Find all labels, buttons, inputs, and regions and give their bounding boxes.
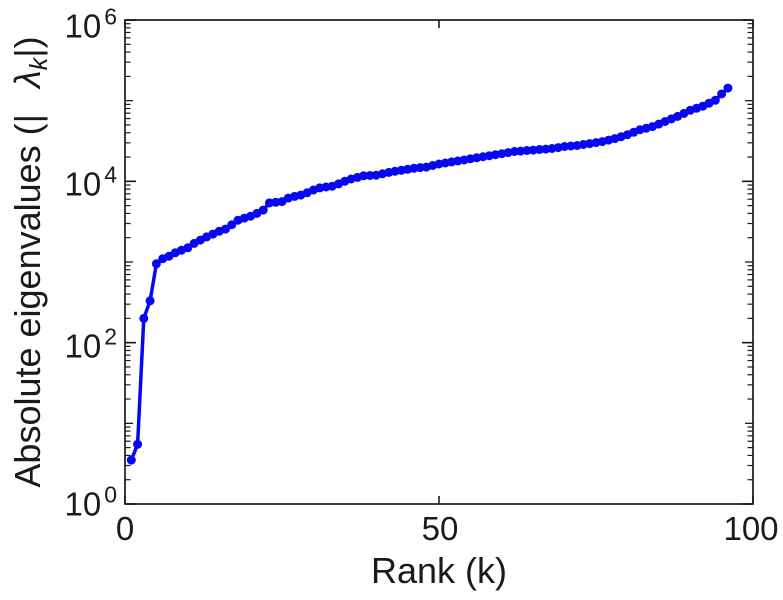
y-tick-label-1e2: 10 2 xyxy=(0,325,117,365)
data-point-marker xyxy=(133,439,143,449)
x-axis-label: Rank (k) xyxy=(370,550,508,591)
series-line-absolute-eigenvalues xyxy=(129,86,730,462)
y-tick-base: 10 xyxy=(64,165,102,203)
y-tick-label-1e4: 10 4 xyxy=(0,163,117,203)
y-axis-label: Absolute eigenvalues (| λk|) xyxy=(7,36,53,488)
data-point-marker xyxy=(258,205,268,215)
y-tick-exponent: 6 xyxy=(104,3,117,30)
x-tick-label-0: 0 xyxy=(115,510,135,547)
x-tick-label-50: 50 xyxy=(421,510,459,547)
y-tick-base: 10 xyxy=(64,327,102,365)
data-point-marker xyxy=(183,243,193,253)
y-tick-label-1e6: 10 6 xyxy=(0,5,117,45)
y-tick-exponent: 4 xyxy=(104,161,117,188)
x-tick-label-100: 100 xyxy=(723,510,779,547)
y-tick-label-1e0: 10 0 xyxy=(0,483,117,523)
data-point-marker xyxy=(151,259,161,269)
data-point-marker xyxy=(710,95,720,105)
data-point-marker xyxy=(145,296,155,306)
data-point-marker xyxy=(717,89,727,99)
lambda-symbol: λ xyxy=(7,70,48,88)
data-point-marker xyxy=(227,220,237,230)
y-axis-label-prefix: Absolute eigenvalues (| xyxy=(7,113,48,488)
data-point-marker xyxy=(126,455,136,465)
y-tick-base: 10 xyxy=(64,7,102,45)
y-axis-label-suffix: |) xyxy=(7,36,48,58)
y-tick-exponent: 2 xyxy=(104,323,117,350)
y-tick-base: 10 xyxy=(64,485,102,523)
data-point-marker xyxy=(221,224,230,234)
y-tick-exponent: 0 xyxy=(104,481,117,508)
lambda-subscript: k xyxy=(25,57,53,71)
data-point-marker xyxy=(139,313,149,323)
data-point-marker xyxy=(723,83,733,93)
